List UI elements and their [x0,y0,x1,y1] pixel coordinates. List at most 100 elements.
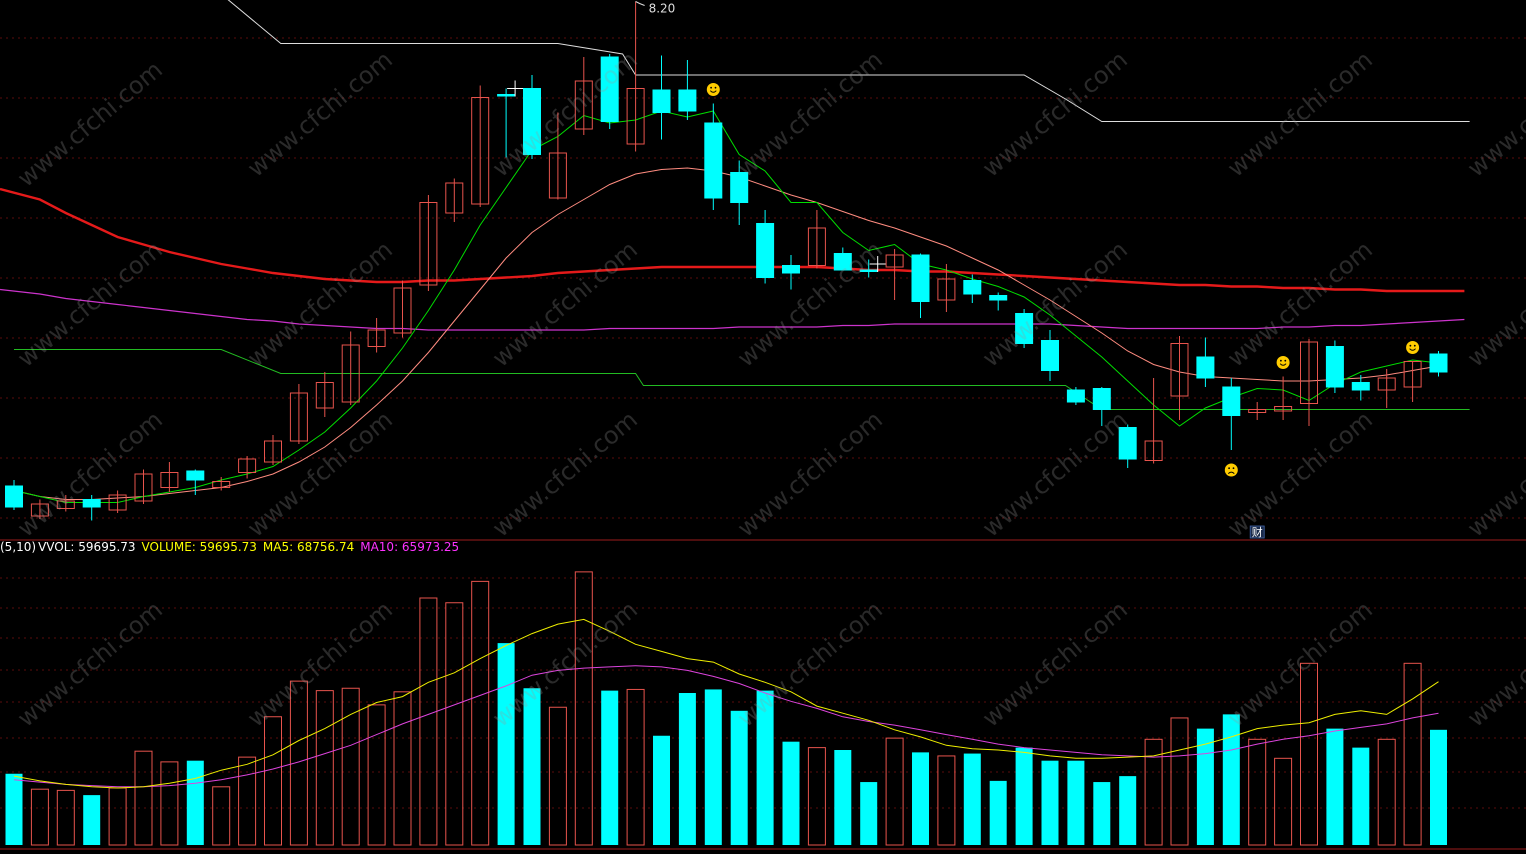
candle-up-body [367,329,386,347]
candle-up-body [885,254,904,268]
volume-bar-down [1067,760,1085,845]
face-circle [1406,341,1420,354]
volume-bar-down [834,750,852,845]
volume-bar-down [186,760,204,845]
volume-bar-up [1248,738,1267,846]
volume-bar-up [574,571,593,846]
volume-bar-up [419,597,438,846]
volume-bar-down [1352,747,1370,845]
candle-up-body [471,97,490,205]
ma-long-red-line [0,187,1465,293]
volume-bar-up [160,761,179,846]
chart-markers: 8.20 财 [507,1,1420,539]
volume-bar-up [1144,738,1163,846]
ma-magenta-line [0,288,1465,331]
volume-ma-lines [13,618,1439,789]
volume-bar-up [471,580,490,846]
volume-bar-down [678,693,696,845]
candle-up-body [1170,343,1189,397]
candle-up-body [1300,341,1318,404]
candle-up-body [1403,361,1422,388]
volume-bar-down [1015,747,1033,845]
face-mouth [1227,471,1235,474]
candle-up-body [212,481,231,488]
volume-bar-up [341,687,360,846]
smile-icon [1406,341,1420,354]
volume-bar-up [548,706,567,846]
volume-bar-down [704,689,722,845]
volume-bar-down [523,688,541,845]
candle-down-body [497,94,516,97]
candle-up-body [134,473,153,502]
indicator-params: (5,10) [0,540,37,554]
volume-ma10-line [13,665,1439,788]
candle-down-body [989,295,1008,301]
volume-bar-up [1274,757,1293,846]
volume-bar-up [212,786,231,846]
volume-bar-down [1119,776,1137,845]
volume-bar-down [756,690,774,845]
volume-bar-up [937,755,956,846]
volume-bar-up [367,704,386,846]
face-eye [1228,467,1230,470]
volume-bar-up [885,737,904,846]
candle-down-body [1015,313,1034,344]
volume-bar-down [989,780,1007,845]
volume-value: VOLUME: 59695.73 [141,540,257,554]
candle-up-body [1248,409,1267,413]
face-eye [1232,467,1235,470]
candle-down-body [186,470,205,481]
candle-up-body [341,344,360,403]
face-mouth [1279,363,1287,366]
candle-down-body [963,280,982,295]
candle-up-body [807,227,826,266]
smile-icon [1276,356,1290,369]
volume-bar-up [1300,662,1318,846]
volume-bar-up [626,688,645,846]
volume-bar-up [264,716,282,846]
volume-ma5-line [13,618,1439,789]
candle-down-body [82,499,101,508]
volume-bar-down [1196,728,1214,845]
candle-up-body [56,500,75,509]
candle-up-body [419,202,438,286]
candle-up-body [30,503,49,517]
candle-down-body [833,253,852,271]
candle-up-body [626,88,645,145]
candlesticks [5,1,1448,521]
face-eye [1413,344,1416,347]
face-circle [706,83,720,96]
volume-bar-up [56,789,75,846]
candle-down-body [678,89,697,112]
candle-down-body [1429,353,1448,373]
volume-bar-down [730,710,748,845]
candle-down-body [1196,356,1215,379]
candle-up-body [548,152,567,199]
volume-bar-down [653,735,670,845]
candle-up-body [108,494,127,511]
face-eye [714,86,717,89]
volume-bar-down [497,643,515,845]
smile-icon [706,83,720,96]
ma5-value: MA5: 68756.74 [262,540,355,554]
peak-price-label: 8.20 [649,2,676,16]
face-mouth [1409,348,1416,351]
face-mouth [709,90,717,93]
resistance-line [227,0,1470,122]
ma10-value: MA10: 65973.25 [360,540,460,554]
candle-up-body [160,472,179,488]
volume-bar-down [1430,729,1447,845]
volume-bar-down [601,690,619,845]
candle-up-body [1144,440,1163,461]
volume-legend: (5,10) VVOL: 59695.73 VOLUME: 59695.73 MA5:… [0,540,465,554]
volume-bar-up [315,690,334,846]
candle-down-body [1118,427,1137,460]
volume-bar-down [5,773,23,845]
volume-bar-down [1222,714,1240,845]
candle-down-body [730,172,749,203]
volume-bar-up [30,788,49,846]
volume-bar-up [1377,738,1396,846]
finance-marker-box [1249,525,1265,539]
volume-bar-up [134,750,153,846]
